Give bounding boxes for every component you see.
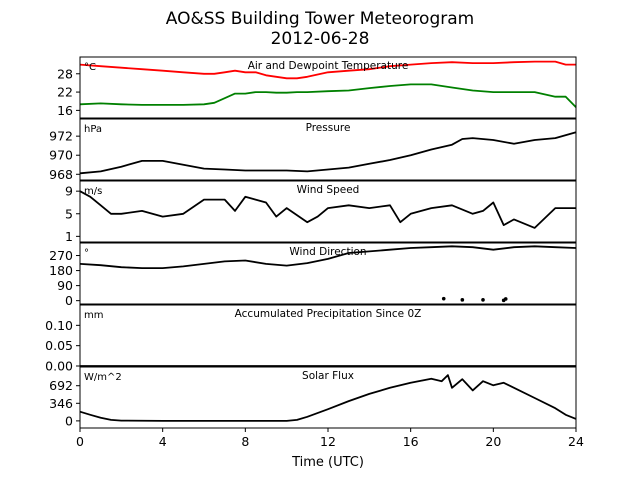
series-line-3-1 <box>79 190 576 229</box>
series-line-1-1 <box>79 60 576 80</box>
y-tick-label: 90 <box>57 278 73 293</box>
series-line-6-1 <box>79 374 577 422</box>
chart-date: 2012-06-28 <box>271 29 370 49</box>
x-tick-label: 8 <box>241 434 249 449</box>
panel-unit: ° <box>84 248 89 259</box>
y-tick-label: 28 <box>57 66 73 81</box>
chart-title: AO&SS Building Tower Meteorogram <box>166 9 474 29</box>
panel-5: 0.00 0.05 0.10 mm Accumulated Precipitation … <box>45 304 577 374</box>
panel-unit: hPa <box>84 124 102 135</box>
panel-title: Wind Speed <box>297 184 360 196</box>
y-tick-label: 270 <box>49 248 73 263</box>
y-tick-label: 968 <box>49 167 73 182</box>
y-tick-label: 16 <box>57 103 73 118</box>
x-tick-label: 12 <box>320 434 336 449</box>
y-tick-label: 180 <box>49 263 73 278</box>
panel-frame <box>79 56 577 119</box>
series-line-1-2 <box>79 83 577 108</box>
panel-unit: W/m^2 <box>84 372 122 383</box>
y-tick-label: 346 <box>49 396 73 411</box>
outlier-point <box>441 296 446 301</box>
x-tick-label: 16 <box>403 434 419 449</box>
panel-title: Wind Direction <box>289 246 366 258</box>
y-tick-label: 0 <box>65 293 73 308</box>
y-tick-label: 1 <box>65 229 73 244</box>
outlier-point <box>481 298 485 302</box>
x-axis-label: Time (UTC) <box>291 455 364 470</box>
panel-unit: °C <box>84 62 96 73</box>
series-line-4-1 <box>79 245 577 269</box>
y-tick-label: 972 <box>49 129 73 144</box>
panel-title: Pressure <box>306 122 351 134</box>
panel-3: 1 5 9 m/s Wind Speed <box>65 180 577 244</box>
outlier-point <box>460 298 465 302</box>
panel-1: 16 22 28 °C Air and Dewpoint Temperature <box>57 56 577 119</box>
outlier-point <box>503 297 508 301</box>
y-tick-label: 0.10 <box>45 318 73 333</box>
panel-title: Accumulated Precipitation Since 0Z <box>235 308 422 320</box>
series-line-2-1 <box>79 131 577 175</box>
panel-frame <box>79 118 577 181</box>
y-tick-label: 0 <box>65 413 73 428</box>
x-tick-label: 0 <box>76 434 84 449</box>
panel-title: Air and Dewpoint Temperature <box>248 60 409 72</box>
y-tick-label: 692 <box>49 378 73 393</box>
panel-frame <box>79 304 577 367</box>
panel-frame <box>79 242 577 305</box>
y-tick-label: 22 <box>57 85 73 100</box>
y-tick-label: 9 <box>65 184 73 199</box>
panel-unit: mm <box>84 310 103 321</box>
x-tick-label: 24 <box>568 434 584 449</box>
panel-2: 968 970 972 hPa Pressure <box>49 118 577 182</box>
x-tick-label: 20 <box>485 434 501 449</box>
panel-title: Solar Flux <box>302 370 354 382</box>
x-tick-label: 4 <box>159 434 167 449</box>
y-tick-label: 0.05 <box>45 338 73 353</box>
y-tick-label: 970 <box>49 148 73 163</box>
panel-unit: m/s <box>84 186 102 197</box>
y-tick-label: 5 <box>65 206 73 221</box>
panel-frame <box>79 180 577 243</box>
y-tick-label: 0.00 <box>45 359 73 374</box>
panel-6: 0 346 692 W/m^2 Solar Flux 0 4 8 12 16 20 24 <box>49 366 584 449</box>
